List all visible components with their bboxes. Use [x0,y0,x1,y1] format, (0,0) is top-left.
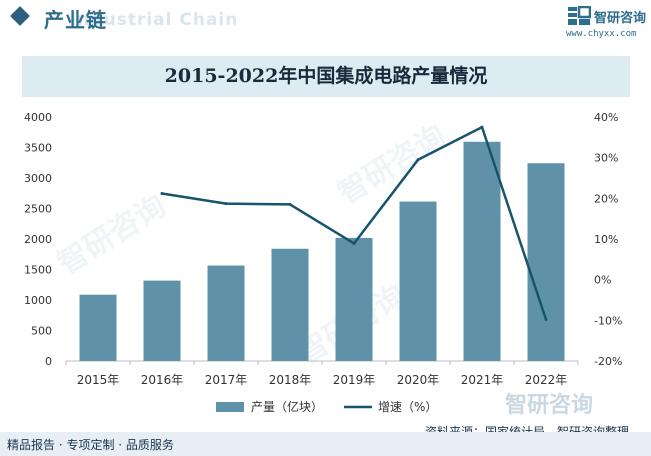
y-right-tick-label: 40% [594,111,618,124]
y-left-tick-label: 2500 [24,203,52,216]
section-title: 产业链 [44,8,107,32]
bar-0 [79,294,117,361]
growth-point-5 [416,158,420,162]
growth-point-6 [480,125,484,129]
y-right-tick-label: 0% [594,274,611,287]
legend-line-label: 增速（%） [378,400,437,414]
y-left-tick-label: 1000 [24,294,52,307]
growth-point-7 [544,318,548,322]
bar-3 [271,248,309,361]
chart-title: 2015-2022年中国集成电路产量情况 [164,65,488,87]
y-left-tick-label: 0 [45,355,52,368]
bar-2 [207,265,245,361]
x-tick-label: 2015年 [77,373,120,387]
x-tick-label: 2022年 [525,373,568,387]
x-tick-label: 2018年 [269,373,312,387]
bar-5 [399,201,437,361]
x-tick-label: 2020年 [397,373,440,387]
y-left-tick-label: 1500 [24,264,52,277]
bar-4 [335,237,373,361]
bar-7 [527,163,565,361]
legend-bar-swatch [216,402,244,412]
brand-logo-icon [568,6,591,25]
x-tick-label: 2016年 [141,373,184,387]
y-right-tick-label: 20% [594,192,618,205]
growth-point-4 [352,241,356,245]
x-tick-label: 2019年 [333,373,376,387]
brand-url: www.chyxx.com [566,29,637,39]
footer-tagline: 精品报告 · 专项定制 · 品质服务 [7,438,174,452]
growth-point-1 [160,191,164,195]
legend-bar-label: 产量（亿块） [251,399,323,414]
y-left-tick-label: 4000 [24,111,52,124]
y-left-tick-label: 3500 [24,142,52,155]
section-subtitle: Industrial Chain [70,10,239,30]
growth-point-3 [288,202,292,206]
bar-6 [463,141,501,361]
y-right-tick-label: 10% [594,233,618,246]
footer-band: 精品报告 · 专项定制 · 品质服务 [0,432,651,456]
growth-point-2 [224,202,228,206]
bar-1 [143,280,181,361]
y-left-tick-label: 2000 [24,233,52,246]
brand-name: 智研咨询 [594,11,647,26]
header: Industrial Chain 产业链 智研咨询 www.chyxx.com [0,0,651,40]
x-tick-label: 2021年 [461,373,504,387]
y-left-tick-label: 3000 [24,172,52,185]
chart-title-band: 2015-2022年中国集成电路产量情况 [22,56,630,97]
y-right-tick-label: -20% [594,355,622,368]
y-right-tick-label: -10% [594,314,622,327]
y-left-tick-label: 500 [31,325,52,338]
y-right-tick-label: 30% [594,152,618,165]
watermark-brand: 智研咨询 [505,392,593,418]
x-tick-label: 2017年 [205,373,248,387]
